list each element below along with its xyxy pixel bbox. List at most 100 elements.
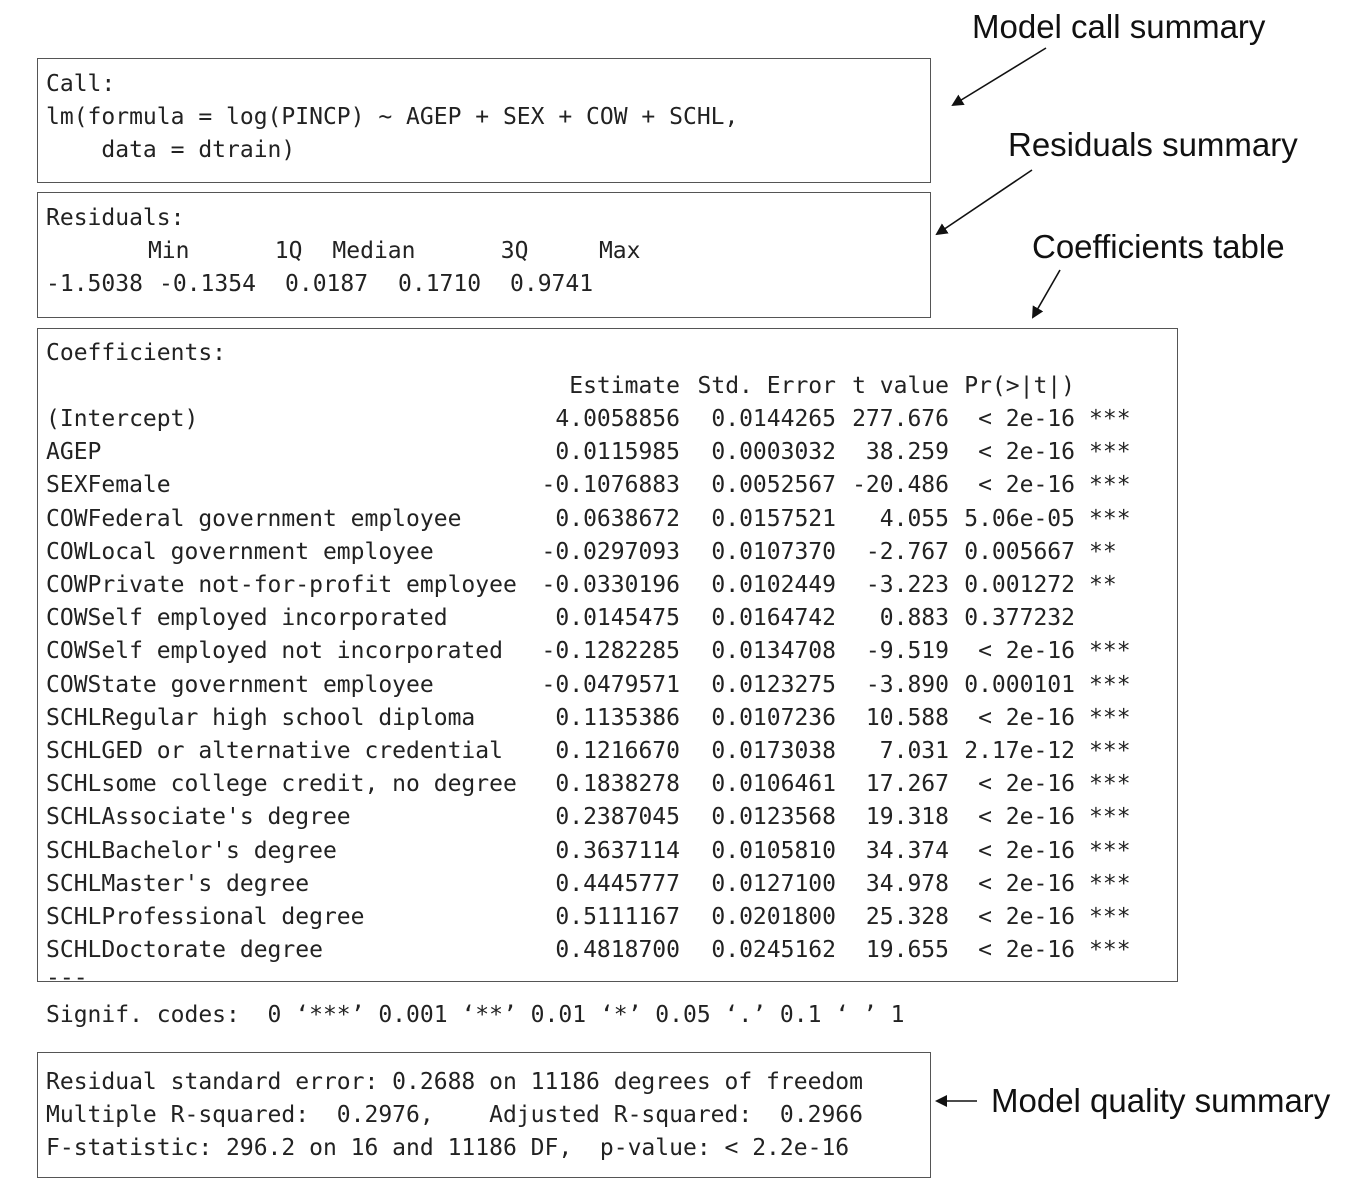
coef-se-cell: 0.0134708 xyxy=(711,638,836,665)
coef-term-cell: AGEP xyxy=(46,439,102,466)
coef-se-cell: 0.0123568 xyxy=(711,804,836,831)
coef-estimate-cell: 0.4818700 xyxy=(555,937,680,964)
coef-p-cell: 0.377232 xyxy=(964,605,1075,632)
coef-p-cell: < 2e-16 xyxy=(978,439,1075,466)
call-formula-line: lm(formula = log(PINCP) ~ AGEP + SEX + C… xyxy=(46,104,739,130)
coef-term-cell: SCHLDoctorate degree xyxy=(46,937,323,964)
coef-sig-cell: *** xyxy=(1089,439,1131,466)
coefficients-column-header: Pr(>|t|) xyxy=(964,373,1075,399)
residuals-header-1q: 1Q xyxy=(274,238,303,264)
table-row: AGEP 0.0115985 0.0003032 38.259 < 2e-16 *** xyxy=(38,436,1177,469)
coef-se-cell: 0.0105810 xyxy=(711,837,836,864)
coef-sig-cell: *** xyxy=(1089,738,1131,764)
quality-line-3: F-statistic: 296.2 on 16 and 11186 DF, p… xyxy=(46,1135,850,1161)
residuals-value: -1.5038 xyxy=(46,271,143,297)
coef-p-cell: < 2e-16 xyxy=(978,904,1075,930)
table-row: SCHLRegular high school diploma 0.1135386… xyxy=(38,702,1177,735)
table-row: SCHLBachelor's degree 0.3637114 0.0105810 3… xyxy=(38,835,1177,868)
coef-sig-cell: *** xyxy=(1089,771,1131,798)
coef-p-cell: < 2e-16 xyxy=(978,704,1075,731)
coef-p-cell: 0.000101 xyxy=(964,671,1075,698)
table-row: COWSelf employed not incorporated -0.1282… xyxy=(38,635,1177,668)
table-row: COWPrivate not-for-profit employee -0.033… xyxy=(38,569,1177,602)
coef-sig-cell: *** xyxy=(1089,837,1131,864)
coef-term-cell: COWLocal government employee xyxy=(46,538,434,565)
coef-estimate-cell: -0.1282285 xyxy=(541,638,680,665)
coef-t-cell: 10.588 xyxy=(865,704,949,731)
coef-se-cell: 0.0102449 xyxy=(711,572,836,598)
coef-se-cell: 0.0157521 xyxy=(711,505,836,532)
coef-sig-cell: *** xyxy=(1089,671,1131,698)
coef-term-cell: SCHLRegular high school diploma xyxy=(46,704,476,731)
residuals-value: 0.1710 xyxy=(398,271,482,297)
table-row: SCHLsome college credit, no degree 0.1838… xyxy=(38,768,1177,801)
coef-se-cell: 0.0052567 xyxy=(711,472,836,499)
coefficients-heading: Coefficients: xyxy=(46,340,227,366)
coef-t-cell: 38.259 xyxy=(865,439,949,466)
coef-estimate-cell: 0.0638672 xyxy=(555,505,680,532)
coef-se-cell: 0.0106461 xyxy=(711,771,836,798)
coef-t-cell: -3.890 xyxy=(865,671,949,698)
coef-sig-cell: *** xyxy=(1089,904,1131,930)
coef-estimate-cell: 0.0145475 xyxy=(555,605,680,632)
table-row: SCHLAssociate's degree 0.2387045 0.0123568… xyxy=(38,801,1177,834)
coef-estimate-cell: -0.0479571 xyxy=(541,671,680,698)
coef-p-cell: 5.06e-05 xyxy=(964,505,1075,532)
coef-p-cell: < 2e-16 xyxy=(978,837,1075,864)
label-model-call-summary: Model call summary xyxy=(972,8,1266,45)
table-row: COWState government employee -0.0479571 0.… xyxy=(38,669,1177,702)
table-row: SCHLMaster's degree 0.4445777 0.0127100 34.… xyxy=(38,868,1177,901)
coef-se-cell: 0.0164742 xyxy=(711,605,836,632)
coefficients-box: Coefficients: Estimate Std. Error t value P… xyxy=(37,328,1178,982)
coef-term-cell: COWSelf employed not incorporated xyxy=(46,638,503,665)
coef-se-cell: 0.0003032 xyxy=(711,439,836,466)
coef-term-cell: SCHLMaster's degree xyxy=(46,870,310,897)
coef-sig-cell: ** xyxy=(1089,572,1117,598)
coef-term-cell: (Intercept) xyxy=(46,406,199,432)
coef-term-cell: COWFederal government employee xyxy=(46,505,462,532)
coef-term-cell: COWState government employee xyxy=(46,671,434,698)
residuals-header-median: Median xyxy=(332,238,416,264)
coef-estimate-cell: 0.5111167 xyxy=(555,904,680,930)
coef-t-cell: 277.676 xyxy=(852,406,949,432)
label-model-quality-summary: Model quality summary xyxy=(991,1082,1331,1119)
coef-estimate-cell: 0.0115985 xyxy=(555,439,680,466)
residuals-value: 0.9741 xyxy=(510,271,594,297)
coef-se-cell: 0.0245162 xyxy=(711,937,836,964)
coef-term-cell: COWSelf employed incorporated xyxy=(46,605,448,632)
coefficients-column-header: Estimate xyxy=(569,373,680,399)
label-residuals-summary: Residuals summary xyxy=(1008,126,1298,163)
arrow-call xyxy=(951,47,1047,107)
coef-p-cell: 0.005667 xyxy=(964,538,1075,565)
call-data-line: data = dtrain) xyxy=(46,137,296,163)
coef-sig-cell: *** xyxy=(1089,472,1131,499)
coefficients-column-header: Std. Error xyxy=(697,373,836,399)
call-box: Call: lm(formula = log(PINCP) ~ AGEP + S… xyxy=(37,58,931,183)
coef-estimate-cell: 0.1135386 xyxy=(555,704,680,731)
coef-term-cell: SEXFemale xyxy=(46,472,171,499)
table-row: COWFederal government employee 0.0638672 0… xyxy=(38,503,1177,536)
quality-box: Residual standard error: 0.2688 on 11186… xyxy=(37,1052,931,1178)
coef-t-cell: -2.767 xyxy=(865,538,949,565)
coef-t-cell: -9.519 xyxy=(865,638,949,665)
coef-se-cell: 0.0144265 xyxy=(711,406,836,432)
coef-p-cell: < 2e-16 xyxy=(978,472,1075,499)
coef-term-cell: SCHLGED or alternative credential xyxy=(46,738,503,764)
arrow-coefficients xyxy=(1032,269,1061,319)
coef-t-cell: 19.655 xyxy=(865,937,949,964)
coef-sig-cell: *** xyxy=(1089,505,1131,532)
coef-estimate-cell: 0.1216670 xyxy=(555,738,680,764)
coef-estimate-cell: 0.1838278 xyxy=(555,771,680,798)
residuals-box: Residuals: Min 1Q Median 3Q Max -1.5038 -0.13… xyxy=(37,192,931,318)
table-row: COWSelf employed incorporated 0.0145475 0.… xyxy=(38,602,1177,635)
residuals-header-min: Min xyxy=(147,238,190,264)
coef-se-cell: 0.0123275 xyxy=(711,671,836,698)
coef-p-cell: 2.17e-12 xyxy=(964,738,1075,764)
coef-p-cell: < 2e-16 xyxy=(978,771,1075,798)
coef-sig-cell: *** xyxy=(1089,638,1131,665)
arrow-residuals xyxy=(935,169,1033,236)
table-row: COWLocal government employee -0.0297093 0.… xyxy=(38,536,1177,569)
coef-p-cell: < 2e-16 xyxy=(978,804,1075,831)
coef-se-cell: 0.0201800 xyxy=(711,904,836,930)
